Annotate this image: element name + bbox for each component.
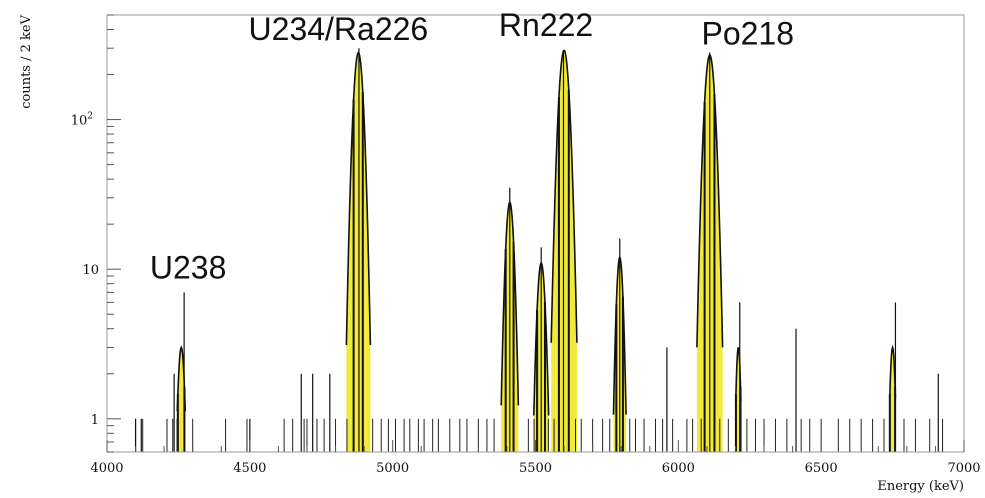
x-tick-label: 4500 xyxy=(233,461,266,476)
peak-annotation: Po218 xyxy=(701,16,794,52)
x-tick-label: 4000 xyxy=(90,461,123,476)
peak-annotation: U234/Ra226 xyxy=(249,11,429,47)
x-tick-label: 5500 xyxy=(519,461,552,476)
histogram-line-layer xyxy=(134,48,944,452)
axes-layer: 4000 4500 5000 5500 6000 6500 7000 1 10 102 Energy… xyxy=(19,14,981,494)
y-tick-label: 1 xyxy=(91,413,99,428)
peak-outline-9 xyxy=(888,344,897,399)
x-axis-title: Energy (keV) xyxy=(877,479,964,493)
y-axis-title: counts / 2 keV xyxy=(19,14,34,108)
peak-annotation: Rn222 xyxy=(499,7,593,43)
y-tick-label: 10 xyxy=(82,263,99,278)
y-tick-label: 102 xyxy=(71,112,93,129)
x-tick-label: 7000 xyxy=(947,461,980,476)
annotation-layer: U238 U234/Ra226 Rn222 Po218 xyxy=(150,7,794,285)
x-tick-label: 6000 xyxy=(662,461,695,476)
x-tick-label: 5000 xyxy=(376,461,409,476)
peak-annotation: U238 xyxy=(150,249,227,285)
x-tick-label: 6500 xyxy=(805,461,838,476)
